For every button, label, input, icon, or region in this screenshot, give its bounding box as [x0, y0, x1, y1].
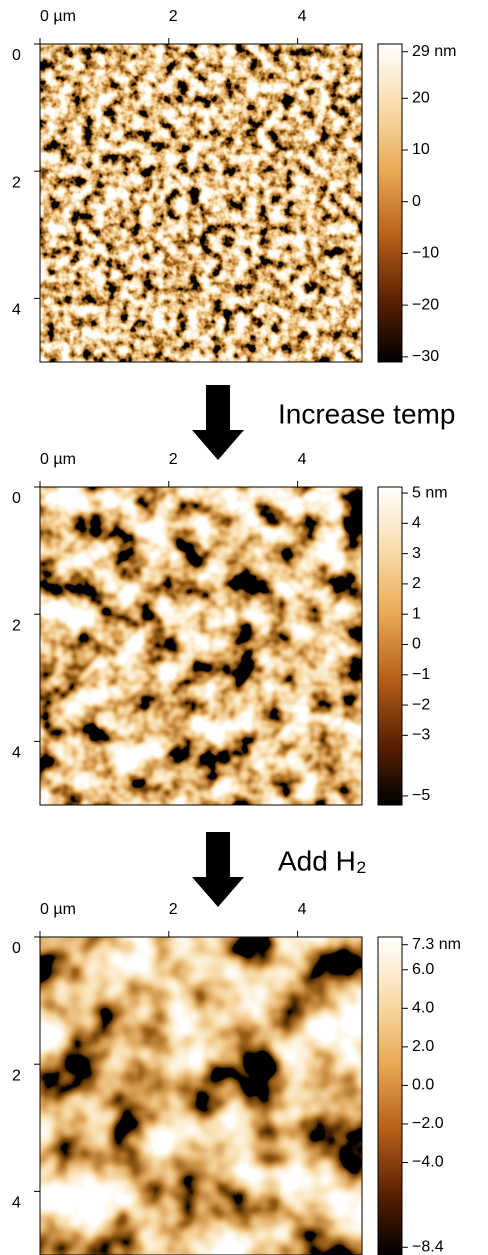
x-tick-label: 0 µm	[40, 451, 76, 468]
colorbar-tick-label: −1	[412, 666, 430, 683]
colorbar-tick-label: 2	[412, 575, 421, 592]
x-tick-label: 4	[298, 451, 307, 468]
colorbar-tick-label: 0	[412, 193, 421, 210]
y-tick-label: 4	[12, 745, 21, 762]
image-frame	[39, 43, 363, 363]
afm-image	[40, 44, 362, 362]
x-tick-label: 0 µm	[40, 8, 76, 25]
y-tick-label: 2	[12, 174, 21, 191]
colorbar-tick-label: 1	[412, 605, 421, 622]
colorbar-tick-label: −20	[412, 296, 439, 313]
step-label: Increase temp	[278, 398, 455, 429]
image-frame	[39, 936, 363, 1255]
x-tick-label: 2	[169, 8, 178, 25]
colorbar-tick-label: −2.0	[412, 1115, 444, 1132]
x-tick-label: 4	[298, 901, 307, 918]
y-tick-label: 2	[12, 617, 21, 634]
colorbar-tick-label: 2.0	[412, 1038, 434, 1055]
colorbar-tick-label: −5	[412, 787, 430, 804]
y-tick-label: 4	[12, 302, 21, 319]
colorbar-tick-label: −30	[412, 348, 439, 365]
y-tick-label: 0	[12, 490, 21, 507]
step-label: Add H₂	[278, 845, 367, 876]
colorbar-tick-label: −8.4	[412, 1239, 444, 1255]
colorbar-tick-label: 7.3 nm	[412, 936, 461, 953]
colorbar	[377, 936, 403, 1255]
colorbar-tick-label: 5 nm	[412, 484, 448, 501]
colorbar-tick-label: −3	[412, 727, 430, 744]
x-tick-label: 2	[169, 451, 178, 468]
y-tick-label: 4	[12, 1195, 21, 1212]
colorbar-tick-label: 0.0	[412, 1077, 434, 1094]
colorbar-tick-label: 3	[412, 545, 421, 562]
y-tick-label: 2	[12, 1067, 21, 1084]
x-tick-label: 2	[169, 901, 178, 918]
arrow	[192, 832, 244, 907]
colorbar	[377, 43, 403, 363]
image-frame	[39, 486, 363, 806]
colorbar-tick-label: −10	[412, 245, 439, 262]
colorbar-tick-label: 10	[412, 141, 430, 158]
colorbar-tick-label: 0	[412, 636, 421, 653]
afm-image	[40, 937, 362, 1255]
x-tick-label: 0 µm	[40, 901, 76, 918]
colorbar-tick-label: 6.0	[412, 961, 434, 978]
colorbar-tick-label: −4.0	[412, 1154, 444, 1171]
colorbar-tick-label: 4	[412, 515, 421, 532]
x-tick-label: 4	[298, 8, 307, 25]
colorbar-tick-label: 4.0	[412, 1000, 434, 1017]
colorbar-tick-label: 29 nm	[412, 43, 456, 60]
y-tick-label: 0	[12, 940, 21, 957]
y-tick-label: 0	[12, 47, 21, 64]
arrow	[192, 385, 244, 460]
colorbar	[377, 486, 403, 806]
colorbar-tick-label: 20	[412, 90, 430, 107]
afm-image	[40, 487, 362, 805]
colorbar-tick-label: −2	[412, 696, 430, 713]
